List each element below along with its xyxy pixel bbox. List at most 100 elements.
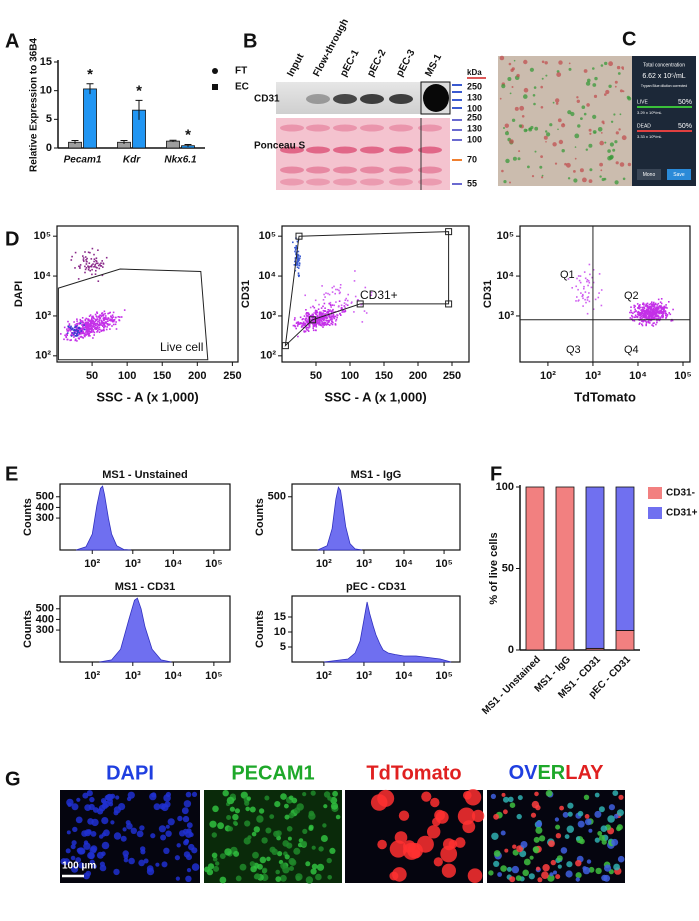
event-dot: [84, 325, 87, 327]
event-dot: [90, 324, 92, 327]
event-dot: [318, 322, 320, 324]
event-dot: [101, 274, 104, 277]
event-dot: [654, 313, 656, 316]
event-dot: [307, 316, 310, 318]
cell: [186, 868, 192, 873]
event-dot: [102, 263, 105, 265]
cell: [183, 840, 189, 846]
event-dot: [323, 324, 325, 327]
cell: [262, 867, 268, 873]
event-dot: [95, 319, 98, 321]
ponceau-band: [306, 178, 330, 186]
event-dot: [648, 305, 651, 308]
cell: [515, 875, 522, 881]
cell: [139, 825, 145, 831]
event-dot: [88, 328, 91, 330]
event-dot: [294, 249, 297, 251]
event-dot: [655, 313, 657, 315]
event-dot: [320, 324, 323, 327]
event-dot: [333, 317, 336, 320]
event-dot: [638, 306, 640, 308]
event-dot: [334, 315, 337, 318]
event-dot: [643, 306, 645, 308]
event-dot: [330, 304, 332, 307]
cell-dot: [509, 181, 511, 184]
cell: [60, 858, 68, 865]
event-dot: [76, 318, 78, 320]
cell: [548, 840, 555, 848]
event-dot: [106, 322, 108, 325]
event-cloud: [629, 298, 674, 327]
event-dot: [78, 332, 81, 334]
cell-dot: [604, 93, 607, 96]
event-dot: [84, 251, 86, 253]
event-dot: [314, 312, 317, 314]
event-dot: [81, 336, 84, 339]
event-dot: [656, 317, 658, 320]
event-dot: [70, 335, 73, 337]
event-dot: [89, 327, 91, 330]
cell: [503, 796, 509, 803]
event-dot: [322, 323, 324, 325]
event-dot: [662, 315, 664, 318]
cell: [174, 855, 180, 861]
event-dot: [119, 316, 121, 318]
event-dot: [324, 317, 327, 319]
event-dot: [89, 265, 92, 268]
histogram-area: [323, 601, 452, 663]
event-dot: [307, 320, 310, 322]
event-dot: [96, 311, 98, 313]
event-dot: [304, 324, 307, 326]
channel-title: PECAM1: [231, 762, 314, 784]
cell-dot: [566, 162, 571, 168]
cell: [377, 789, 395, 807]
event-dot: [638, 323, 641, 325]
event-dot: [634, 316, 637, 318]
event-dot: [107, 312, 109, 315]
event-dot: [307, 330, 310, 332]
cell: [500, 830, 506, 836]
cell: [280, 793, 287, 800]
event-dot: [75, 332, 77, 335]
event-dot: [660, 309, 663, 312]
cell-dot: [574, 133, 580, 139]
event-dot: [92, 320, 94, 322]
event-dot: [71, 332, 74, 334]
cell: [110, 820, 115, 825]
event-dot: [100, 314, 102, 317]
cell: [233, 850, 240, 857]
event-dot: [90, 331, 93, 333]
event-dot: [305, 309, 307, 311]
event-dot: [111, 320, 113, 322]
event-dot: [648, 303, 651, 306]
event-dot: [102, 317, 105, 320]
event-dot: [298, 275, 300, 278]
event-dot: [320, 307, 323, 309]
event-dot: [317, 308, 320, 310]
event-dot: [309, 315, 312, 317]
event-dot: [588, 300, 591, 303]
event-dot: [110, 319, 112, 322]
ponceau-band: [333, 146, 357, 154]
gate: [57, 268, 209, 361]
event-dot: [307, 322, 309, 325]
cell-dot: [568, 62, 571, 65]
event-dot: [666, 313, 669, 316]
event-dot: [315, 326, 318, 328]
cell: [327, 875, 333, 880]
cell: [517, 795, 523, 801]
cell: [185, 791, 192, 798]
cell: [302, 792, 307, 797]
y-axis-label: DAPI: [13, 281, 25, 307]
event-dot: [365, 312, 368, 314]
event-dot: [653, 308, 656, 310]
ladder-label: 70: [467, 154, 477, 164]
x-tick-label: 10³: [356, 558, 372, 570]
event-dot: [103, 323, 105, 325]
x-tick-label: 10⁵: [435, 558, 452, 570]
cell: [389, 840, 407, 858]
event-dot: [588, 263, 591, 266]
event-dot: [642, 310, 645, 312]
event-dot: [322, 319, 325, 322]
event-dot: [587, 284, 589, 287]
